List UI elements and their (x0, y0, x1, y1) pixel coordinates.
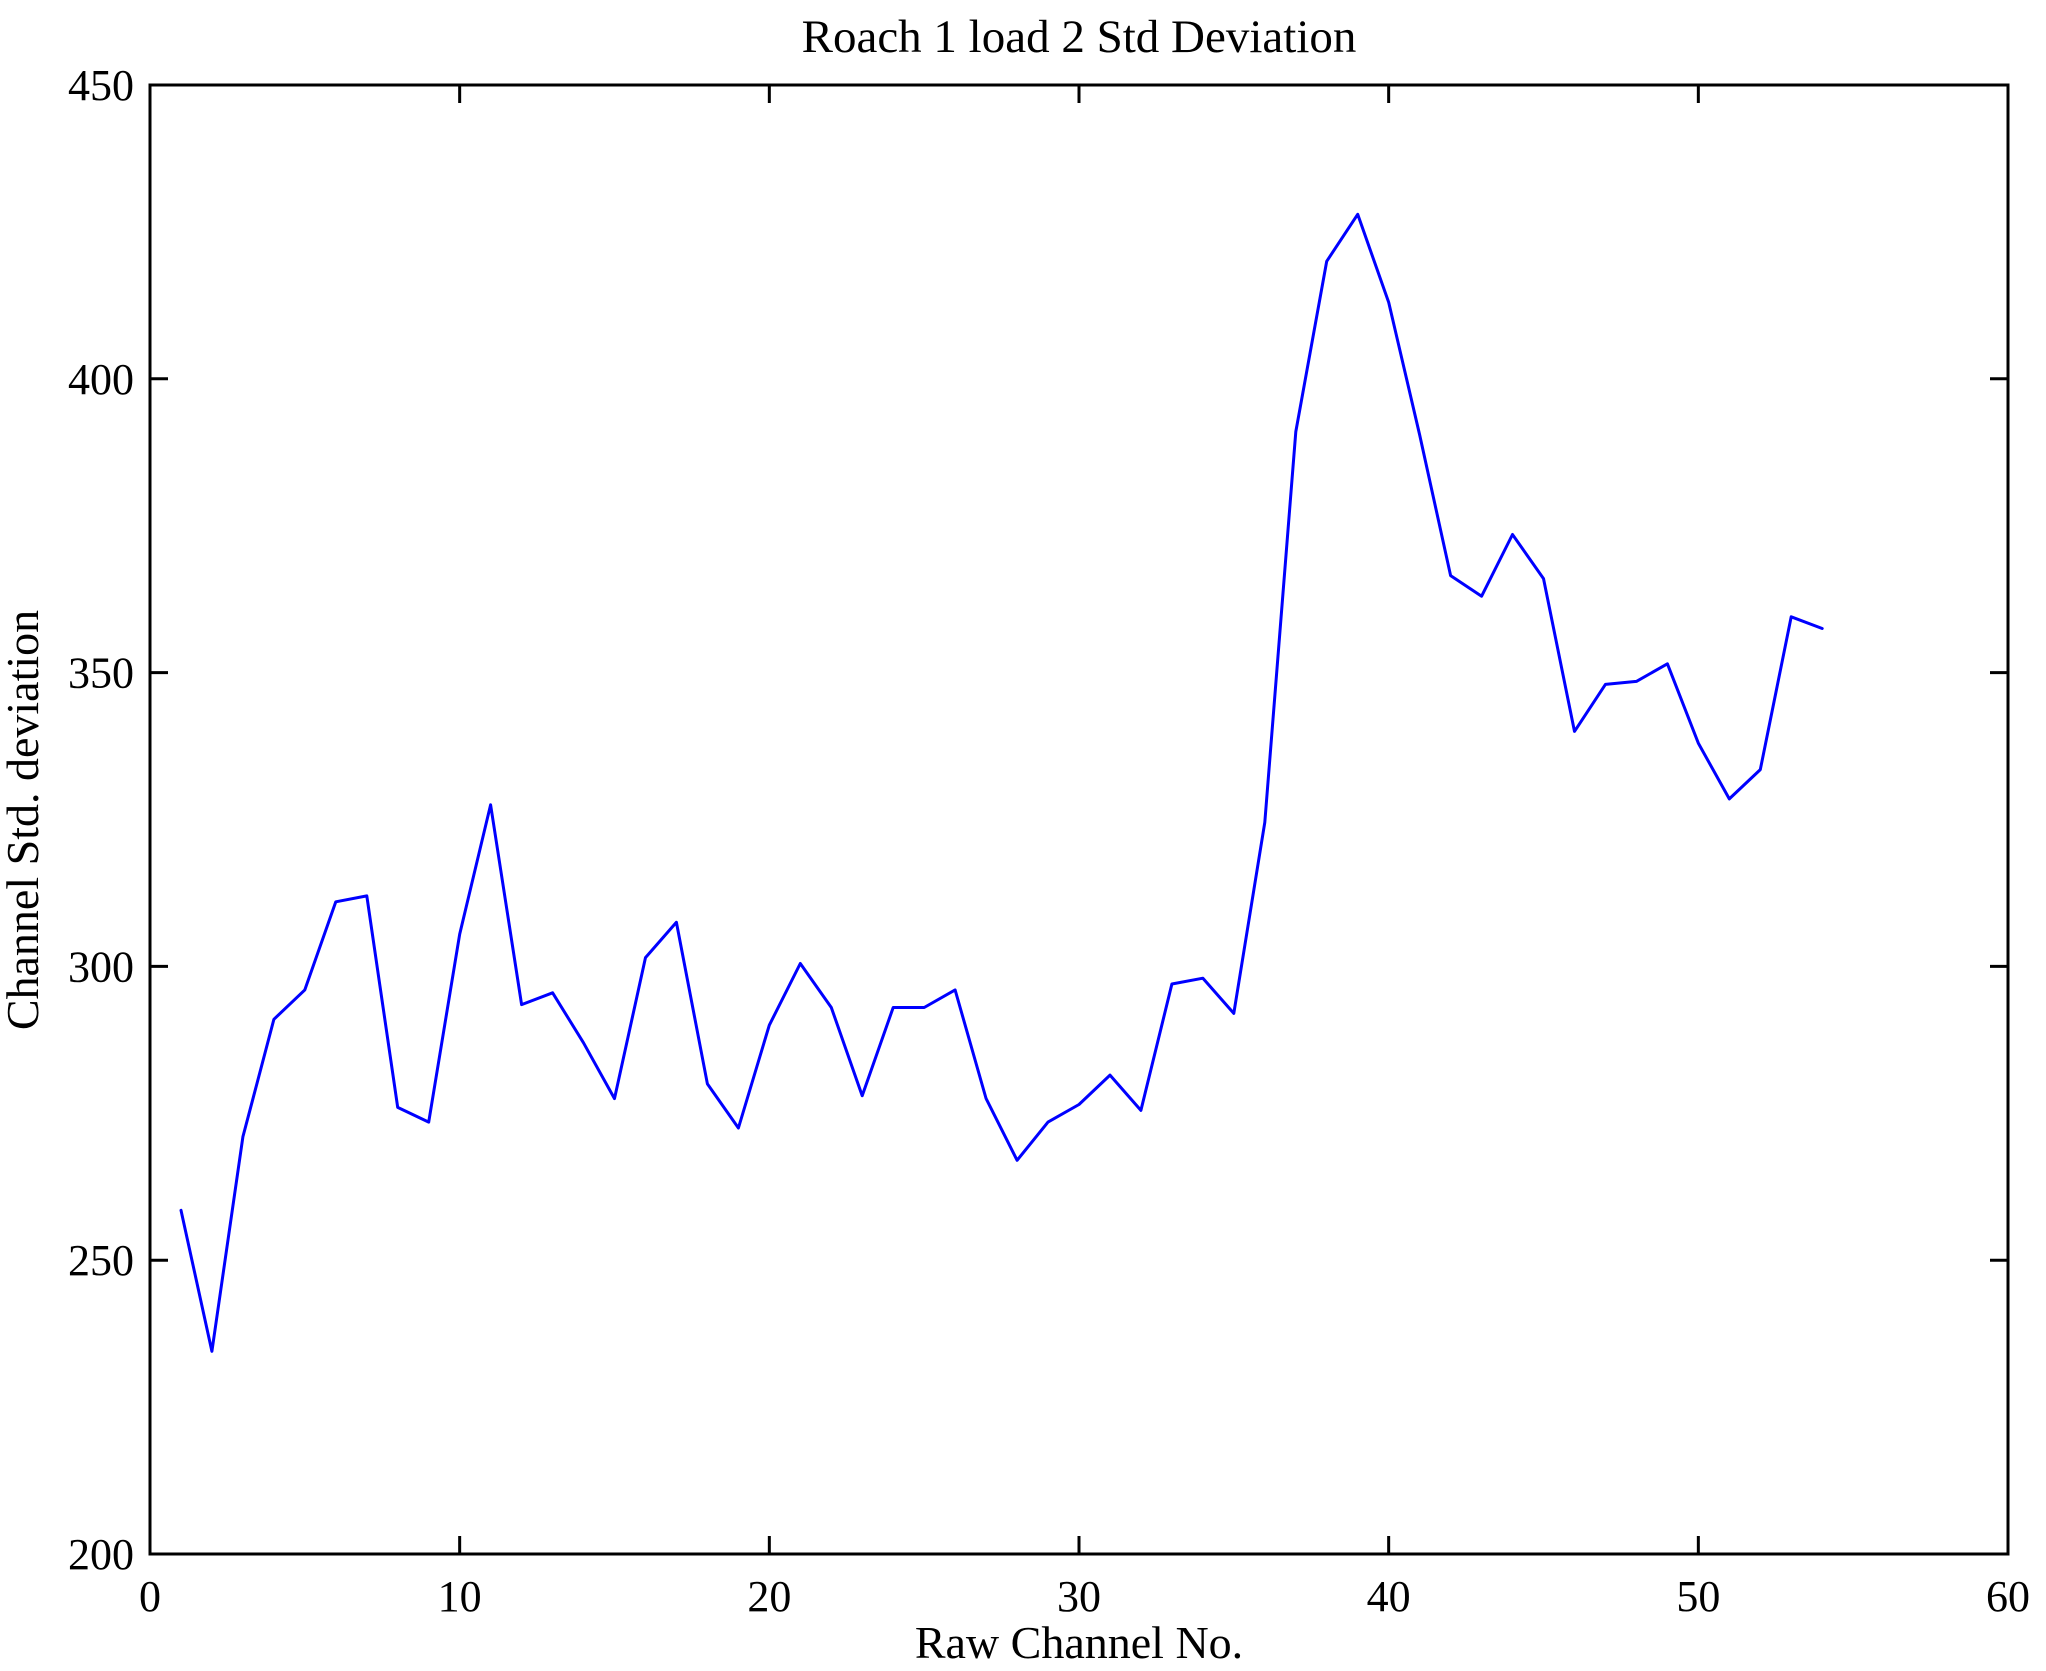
y-tick-label: 450 (68, 61, 134, 110)
x-tick-label: 10 (438, 1572, 482, 1621)
x-tick-label: 20 (747, 1572, 791, 1621)
y-tick-label: 350 (68, 649, 134, 698)
x-tick-label: 40 (1367, 1572, 1411, 1621)
y-axis-ticks (150, 83, 2008, 1556)
x-tick-label: 50 (1676, 1572, 1720, 1621)
x-tick-label: 0 (139, 1572, 161, 1621)
y-tick-label: 250 (68, 1236, 134, 1285)
y-tick-label: 400 (68, 355, 134, 404)
x-tick-label: 30 (1057, 1572, 1101, 1621)
y-axis-tick-labels: 200 250 300 350 400 450 (68, 61, 134, 1579)
y-axis-label: Channel Std. deviation (0, 610, 48, 1030)
y-tick-label: 200 (68, 1530, 134, 1579)
x-tick-label: 60 (1986, 1572, 2030, 1621)
chart-title: Roach 1 load 2 Std Deviation (802, 11, 1357, 63)
y-tick-label: 300 (68, 942, 134, 991)
x-axis-tick-labels: 0 10 20 30 40 50 60 (139, 1572, 2030, 1621)
plot-area (150, 85, 2008, 1554)
x-axis-label: Raw Channel No. (915, 1617, 1243, 1668)
x-axis-ticks (148, 85, 2010, 1554)
data-series-line (179, 212, 1824, 1353)
